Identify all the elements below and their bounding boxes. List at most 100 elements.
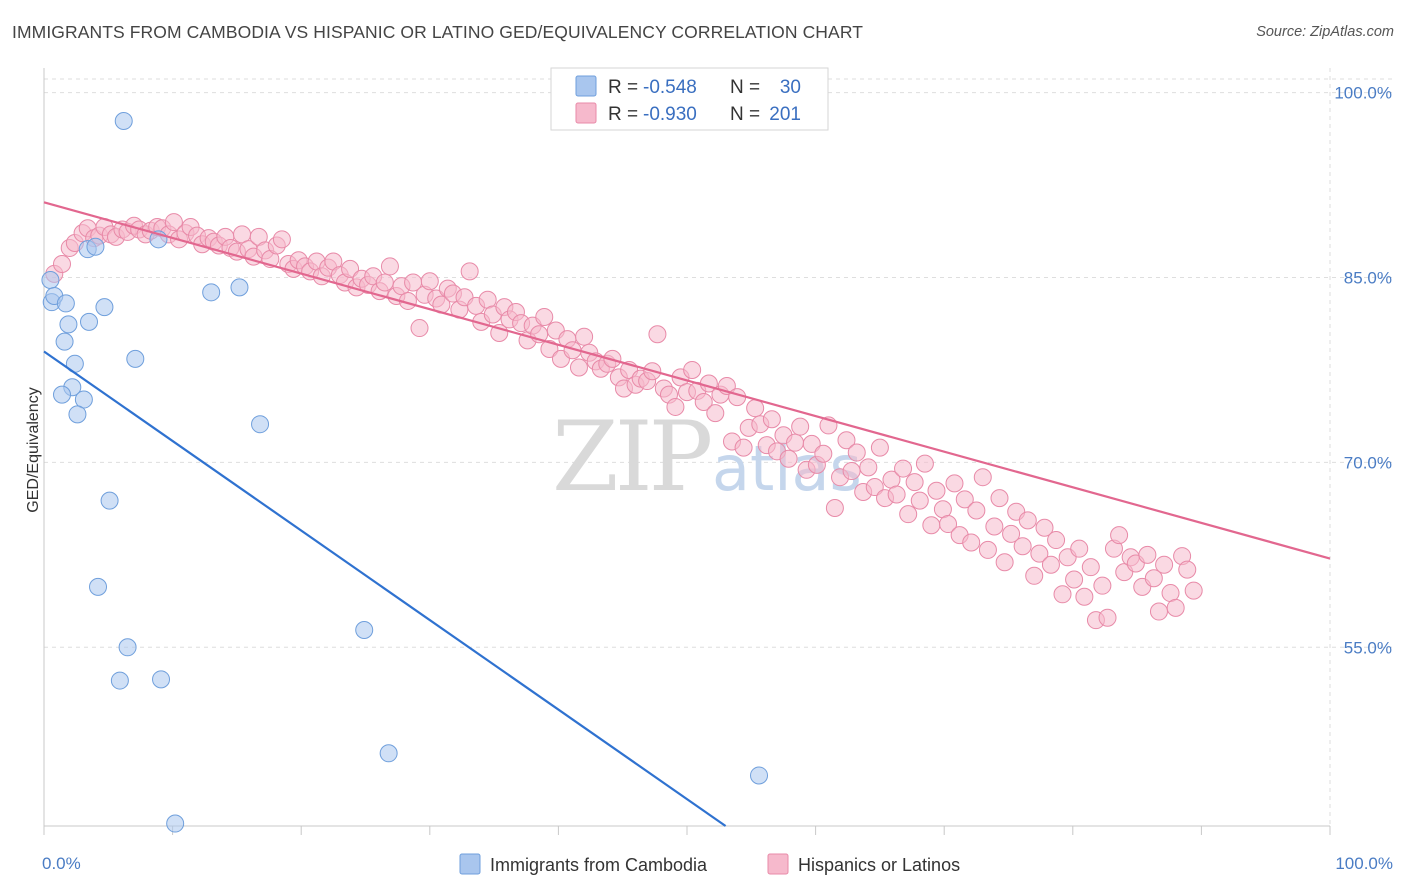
point-hispanic-113 — [694, 393, 713, 412]
point-cambodia-19 — [202, 283, 221, 302]
point-hispanic-173 — [1035, 518, 1054, 537]
point-hispanic-143 — [865, 478, 884, 497]
point-hispanic-151 — [910, 491, 929, 510]
point-hispanic-194 — [1155, 555, 1174, 574]
point-hispanic-153 — [922, 516, 941, 535]
axes — [43, 68, 1331, 835]
point-hispanic-162 — [973, 468, 992, 487]
x-tick-label-start: 0.0% — [42, 854, 81, 873]
series-legend-label-cambodia: Immigrants from Cambodia — [490, 855, 708, 875]
point-cambodia-3 — [56, 294, 75, 313]
legend-n-value-hispanic: 201 — [769, 104, 801, 125]
x-tick-label-end: 100.0% — [1335, 854, 1393, 873]
y-axis-label: GED/Equivalency — [25, 387, 42, 512]
point-hispanic-154 — [927, 481, 946, 500]
point-hispanic-161 — [967, 501, 986, 520]
point-hispanic-181 — [1081, 558, 1100, 577]
point-hispanic-186 — [1110, 526, 1129, 545]
point-hispanic-167 — [1002, 524, 1021, 543]
point-hispanic-57 — [375, 273, 394, 292]
point-cambodia-0 — [41, 270, 60, 289]
y-tick-label-3: 55.0% — [1344, 638, 1392, 657]
point-cambodia-20 — [230, 278, 249, 297]
legend-swatch-cambodia — [575, 75, 597, 97]
point-cambodia-11 — [80, 312, 99, 331]
point-hispanic-86 — [540, 340, 559, 359]
series-legend-swatch-cambodia — [459, 853, 481, 875]
point-hispanic-139 — [842, 462, 861, 481]
legend-n-label-hispanic: N = — [730, 104, 760, 125]
point-cambodia-26 — [355, 621, 374, 640]
point-hispanic-166 — [995, 553, 1014, 572]
point-cambodia-23 — [118, 638, 137, 657]
point-hispanic-150 — [905, 473, 924, 492]
trend-lines — [43, 201, 1331, 827]
point-cambodia-24 — [110, 671, 129, 690]
legend-r-value-hispanic: -0.930 — [643, 104, 697, 125]
point-hispanic-39 — [272, 230, 291, 249]
point-hispanic-191 — [1138, 545, 1157, 564]
point-hispanic-85 — [535, 307, 554, 326]
series-legend-swatch-hispanic — [767, 853, 789, 875]
series-legend-label-hispanic: Hispanics or Latinos — [798, 855, 960, 875]
point-hispanic-199 — [1184, 581, 1203, 600]
point-hispanic-132 — [802, 434, 821, 453]
legend-r-label-cambodia: R = — [608, 77, 638, 98]
point-hispanic-169 — [1013, 537, 1032, 556]
point-hispanic-159 — [955, 490, 974, 509]
legend-box — [550, 67, 829, 131]
point-hispanic-163 — [978, 540, 997, 559]
point-cambodia-21 — [251, 415, 270, 434]
point-hispanic-140 — [847, 443, 866, 462]
point-hispanic-183 — [1093, 576, 1112, 595]
point-hispanic-156 — [939, 515, 958, 534]
point-hispanic-58 — [380, 257, 399, 276]
point-hispanic-122 — [746, 399, 765, 418]
point-hispanic-120 — [734, 438, 753, 457]
y-tick-label-0: 100.0% — [1334, 84, 1392, 103]
stats-legend: R = -0.548 N = 30 R = -0.930 N = 201 — [550, 67, 829, 131]
point-hispanic-51 — [341, 259, 360, 278]
source-label: Source: ZipAtlas.com — [1256, 24, 1394, 40]
point-hispanic-157 — [945, 474, 964, 493]
point-hispanic-180 — [1075, 587, 1094, 606]
point-hispanic-138 — [837, 431, 856, 450]
legend-r-value-cambodia: -0.548 — [643, 77, 697, 98]
point-hispanic-128 — [779, 449, 798, 468]
point-hispanic-176 — [1053, 585, 1072, 604]
point-hispanic-111 — [683, 360, 702, 379]
point-cambodia-27 — [379, 744, 398, 763]
point-cambodia-13 — [86, 237, 105, 256]
point-hispanic-149 — [899, 505, 918, 524]
point-cambodia-28 — [750, 766, 769, 785]
point-hispanic-192 — [1144, 569, 1163, 588]
x-tick-labels: 0.0% 100.0% — [42, 854, 1393, 873]
point-cambodia-22 — [89, 577, 108, 596]
point-hispanic-136 — [825, 499, 844, 518]
point-hispanic-198 — [1178, 560, 1197, 579]
point-hispanic-105 — [648, 325, 667, 344]
point-cambodia-16 — [114, 111, 133, 130]
chart-title: IMMIGRANTS FROM CAMBODIA VS HISPANIC OR … — [12, 22, 864, 42]
point-hispanic-144 — [870, 438, 889, 457]
point-hispanic-179 — [1070, 539, 1089, 558]
point-hispanic-160 — [962, 533, 981, 552]
point-cambodia-8 — [53, 385, 72, 404]
point-hispanic-172 — [1030, 544, 1049, 563]
point-hispanic-20 — [164, 213, 183, 232]
point-cambodia-14 — [95, 298, 114, 317]
y-tick-label-1: 85.0% — [1344, 269, 1392, 288]
point-cambodia-25 — [152, 670, 171, 689]
point-cambodia-15 — [100, 491, 119, 510]
point-cambodia-4 — [59, 315, 78, 334]
point-cambodia-29 — [166, 814, 185, 833]
point-hispanic-125 — [762, 410, 781, 429]
legend-n-value-cambodia: 30 — [780, 77, 801, 98]
watermark-zip: ZIP — [552, 401, 711, 513]
point-hispanic-165 — [990, 489, 1009, 508]
point-hispanic-115 — [706, 404, 725, 423]
point-cambodia-5 — [55, 332, 74, 351]
data-points — [41, 111, 1203, 833]
point-hispanic-72 — [460, 262, 479, 281]
